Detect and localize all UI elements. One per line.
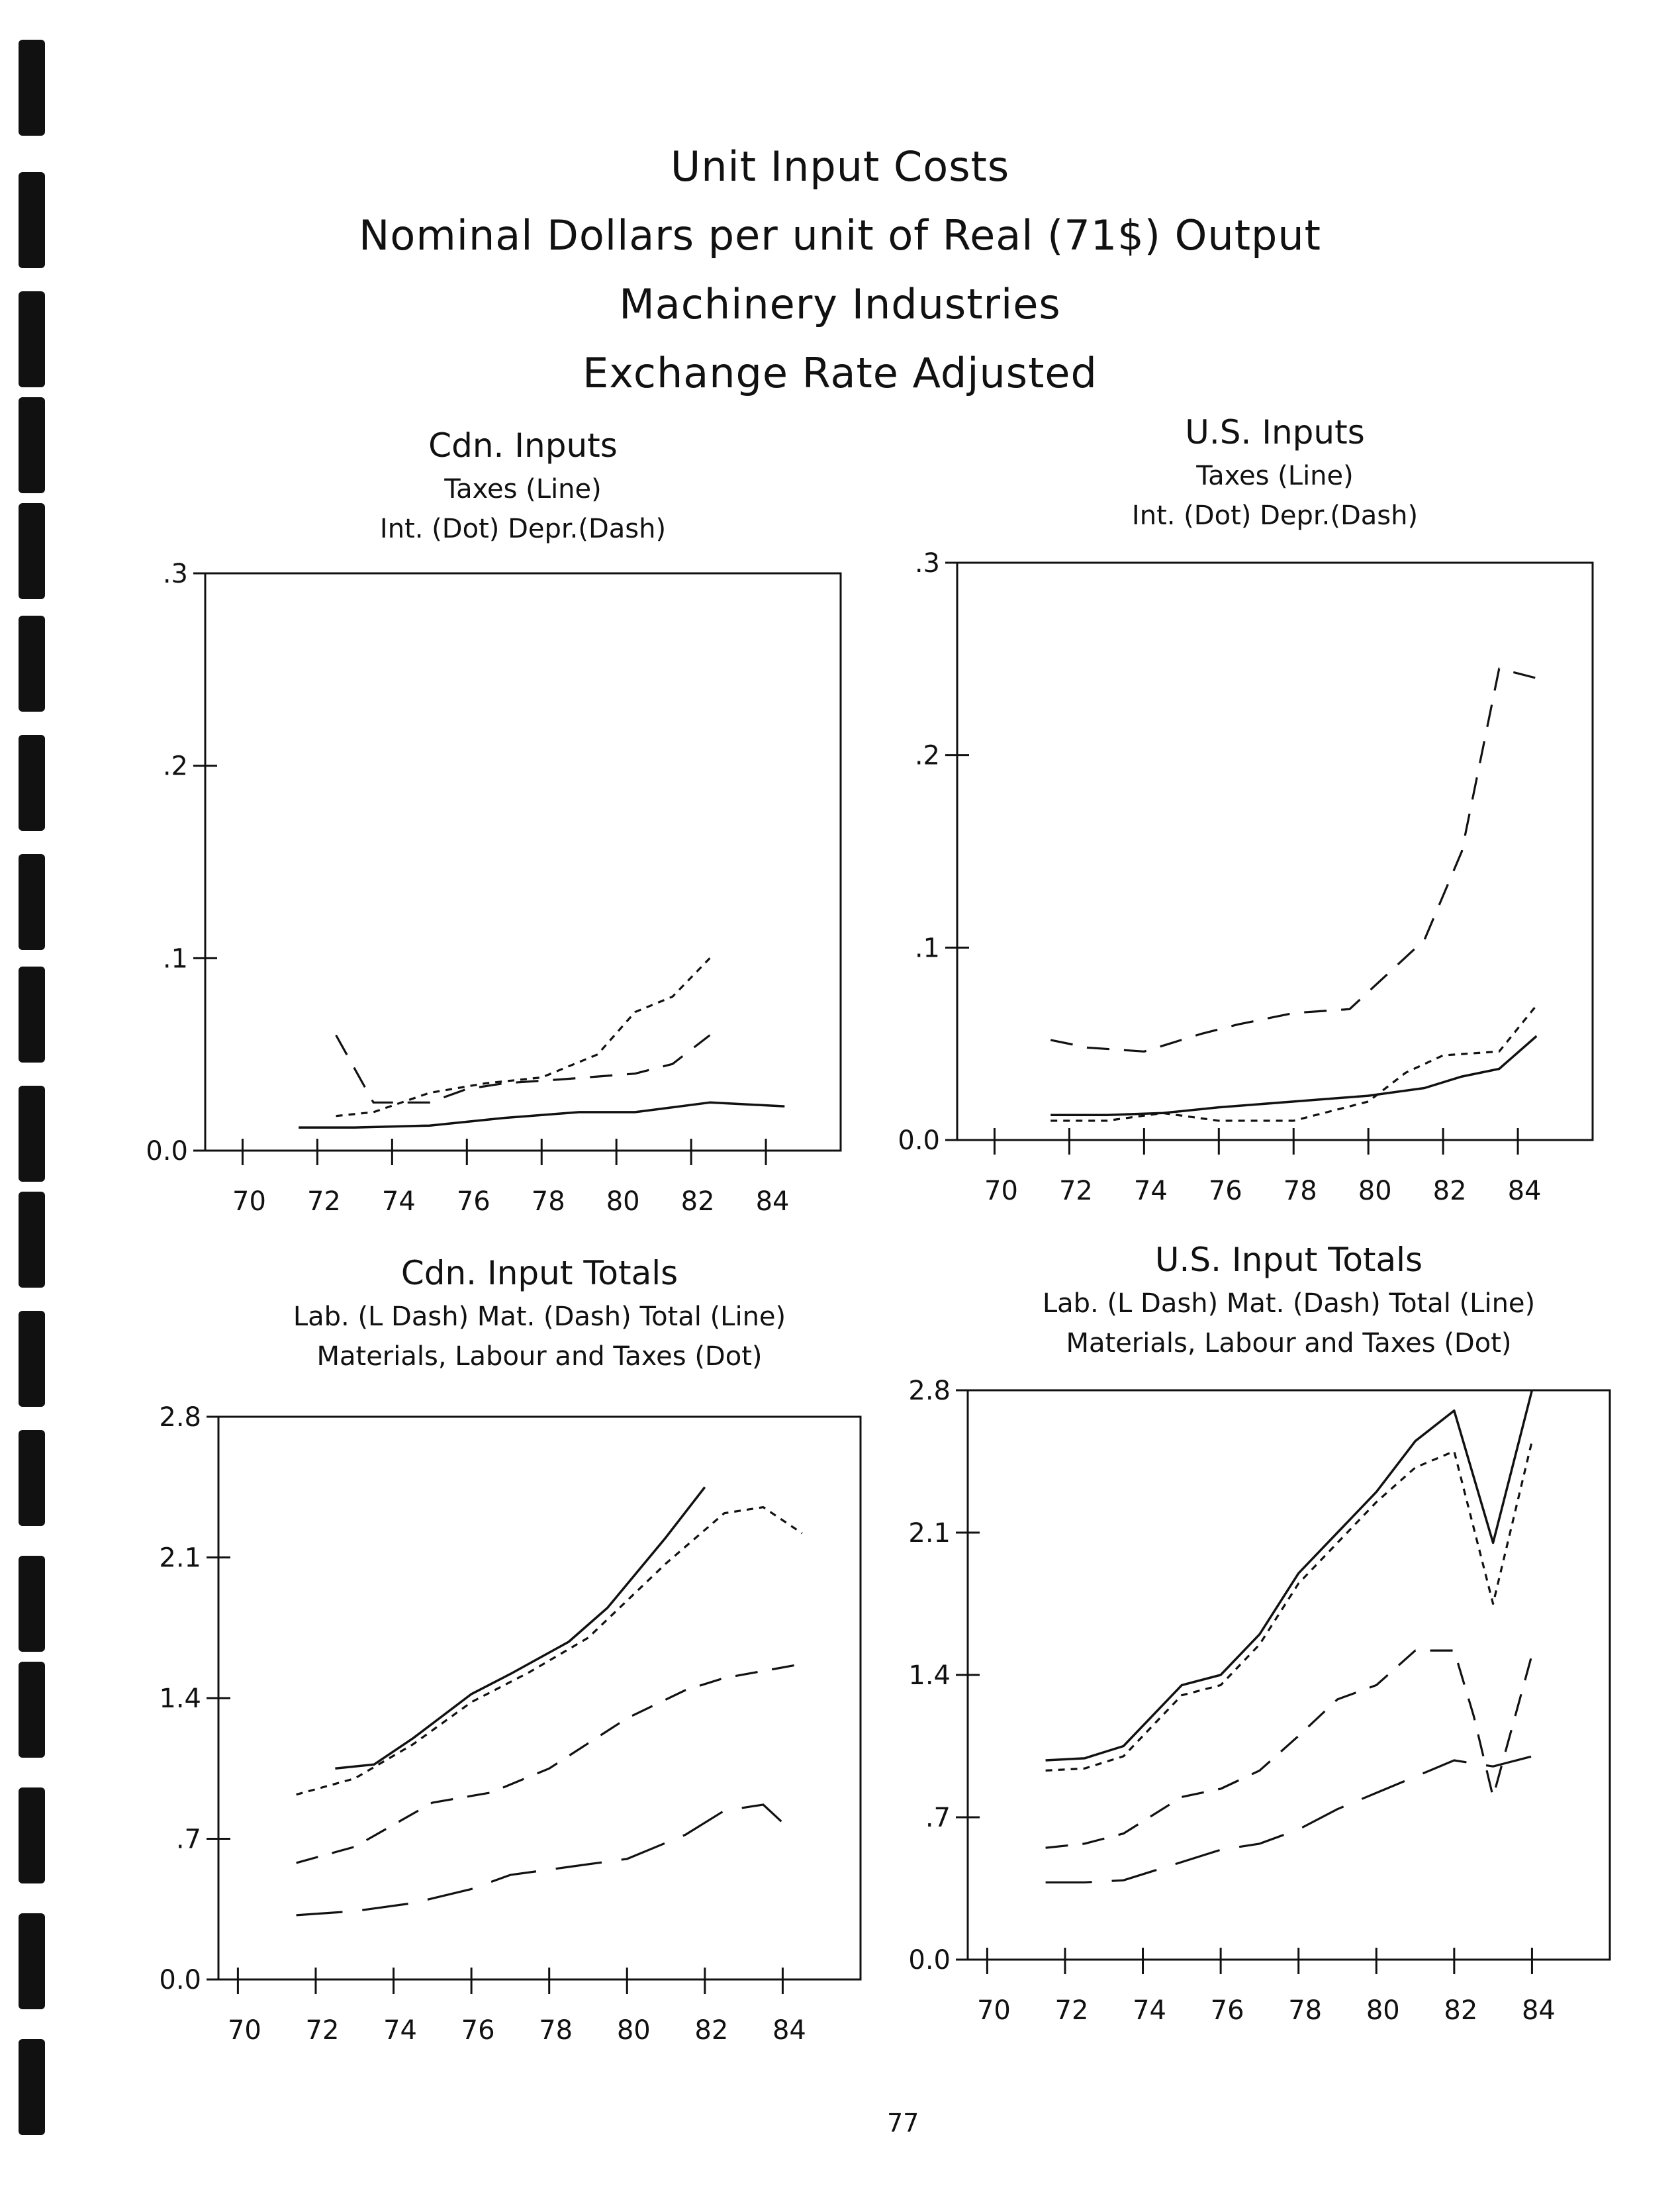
series-depr — [335, 1034, 711, 1104]
page-title-block: Unit Input Costs Nominal Dollars per uni… — [0, 132, 1680, 408]
series-lab — [1045, 1755, 1532, 1883]
y-tick-label: .1 — [915, 933, 940, 963]
x-tick-label: 72 — [1059, 1176, 1093, 1206]
chart-legend-line: Int. (Dot) Depr.(Dash) — [1132, 500, 1418, 531]
y-tick-label: 0.0 — [898, 1125, 940, 1156]
chart-title: U.S. Inputs — [1185, 413, 1365, 452]
series-mat — [1045, 1649, 1533, 1849]
page-title-line-1: Unit Input Costs — [670, 142, 1010, 191]
x-tick-label: 74 — [383, 2015, 417, 2046]
x-tick-label: 84 — [756, 1186, 790, 1217]
series-int — [1050, 1004, 1538, 1122]
x-tick-label: 84 — [1508, 1176, 1542, 1206]
series-total — [335, 1486, 706, 1770]
series-taxes — [299, 1101, 785, 1129]
chart-legend-line: Materials, Labour and Taxes (Dot) — [1066, 1328, 1511, 1358]
y-tick-label: .3 — [915, 548, 940, 579]
x-tick-label: 78 — [1288, 1995, 1322, 2026]
series-depr — [1050, 667, 1537, 1053]
chart-legend-line: Lab. (L Dash) Mat. (Dash) Total (Line) — [1043, 1288, 1535, 1319]
x-tick-label: 72 — [306, 2015, 340, 2046]
x-tick-label: 82 — [694, 2015, 728, 2046]
y-tick-label: 0.0 — [908, 1945, 951, 1976]
chart-legend-line: Taxes (Line) — [443, 474, 602, 504]
x-tick-label: 72 — [307, 1186, 341, 1217]
x-tick-label: 80 — [606, 1186, 640, 1217]
x-tick-label: 70 — [984, 1176, 1018, 1206]
y-tick-label: .3 — [163, 559, 188, 589]
x-tick-label: 76 — [1211, 1995, 1244, 2026]
series-int — [336, 957, 711, 1118]
plot-frame — [217, 1415, 862, 1981]
x-tick-label: 84 — [1522, 1995, 1556, 2026]
series-taxes — [1050, 1035, 1538, 1116]
series-lab — [296, 1803, 784, 1917]
x-tick-label: 76 — [461, 2015, 495, 2046]
y-tick-label: .1 — [163, 943, 188, 974]
y-tick-label: 1.4 — [908, 1660, 951, 1691]
x-tick-label: 78 — [539, 2015, 573, 2046]
y-tick-label: 2.8 — [159, 1402, 201, 1433]
chart-title: Cdn. Inputs — [428, 426, 618, 465]
chart-2: U.S. Inputs Taxes (Line) Int. (Dot) Depr.(… — [898, 413, 1594, 1206]
x-tick-label: 76 — [457, 1186, 490, 1217]
y-tick-label: 2.8 — [908, 1376, 951, 1406]
x-tick-label: 70 — [232, 1186, 266, 1217]
x-tick-label: 74 — [1134, 1176, 1168, 1206]
series-total — [1045, 1390, 1534, 1762]
chart-legend-line: Materials, Labour and Taxes (Dot) — [316, 1341, 762, 1372]
chart-legend-line: Taxes (Line) — [1195, 461, 1354, 491]
x-tick-label: 82 — [1433, 1176, 1467, 1206]
chart-3: Cdn. Input Totals Lab. (L Dash) Mat. (Das… — [159, 1254, 862, 2046]
x-tick-label: 70 — [977, 1995, 1011, 2026]
y-tick-label: 1.4 — [159, 1684, 201, 1714]
x-tick-label: 80 — [617, 2015, 651, 2046]
page-title-line-2: Nominal Dollars per unit of Real (71$) O… — [359, 211, 1321, 260]
y-tick-label: 0.0 — [159, 1965, 201, 1995]
y-tick-label: .2 — [163, 751, 188, 782]
chart-title: Cdn. Input Totals — [401, 1254, 678, 1292]
x-tick-label: 78 — [532, 1186, 565, 1217]
plot-frame — [966, 1389, 1611, 1961]
x-tick-label: 80 — [1358, 1176, 1392, 1206]
series-materials-labour-and-taxes — [1045, 1441, 1533, 1772]
x-tick-label: 82 — [1444, 1995, 1477, 2026]
plot-frame — [204, 572, 842, 1152]
binder-holes — [13, 40, 53, 2171]
chart-legend-line: Int. (Dot) Depr.(Dash) — [380, 514, 666, 544]
chart-legend-line: Lab. (L Dash) Mat. (Dash) Total (Line) — [293, 1302, 786, 1332]
y-tick-label: 2.1 — [159, 1543, 201, 1574]
plot-frame — [956, 561, 1594, 1141]
x-tick-label: 76 — [1209, 1176, 1242, 1206]
y-tick-label: .7 — [925, 1803, 951, 1833]
series-mat — [296, 1662, 803, 1864]
x-tick-label: 74 — [382, 1186, 416, 1217]
series-materials-labour-and-taxes — [296, 1506, 803, 1796]
x-tick-label: 84 — [772, 2015, 806, 2046]
x-tick-label: 72 — [1055, 1995, 1089, 2026]
chart-1: Cdn. Inputs Taxes (Line) Int. (Dot) Depr.(… — [146, 426, 842, 1217]
x-tick-label: 78 — [1283, 1176, 1317, 1206]
page-title-line-4: Exchange Rate Adjusted — [583, 349, 1097, 397]
page-number: 77 — [887, 2109, 919, 2138]
y-tick-label: 0.0 — [146, 1136, 188, 1166]
chart-4: U.S. Input Totals Lab. (L Dash) Mat. (Das… — [908, 1241, 1611, 2026]
y-tick-label: .2 — [915, 741, 940, 771]
x-tick-label: 70 — [228, 2015, 261, 2046]
page-title-line-3: Machinery Industries — [619, 280, 1061, 328]
x-tick-label: 80 — [1366, 1995, 1400, 2026]
x-tick-label: 82 — [681, 1186, 715, 1217]
y-tick-label: .7 — [176, 1825, 201, 1855]
y-tick-label: 2.1 — [908, 1518, 951, 1548]
x-tick-label: 74 — [1133, 1995, 1166, 2026]
chart-title: U.S. Input Totals — [1155, 1241, 1423, 1279]
